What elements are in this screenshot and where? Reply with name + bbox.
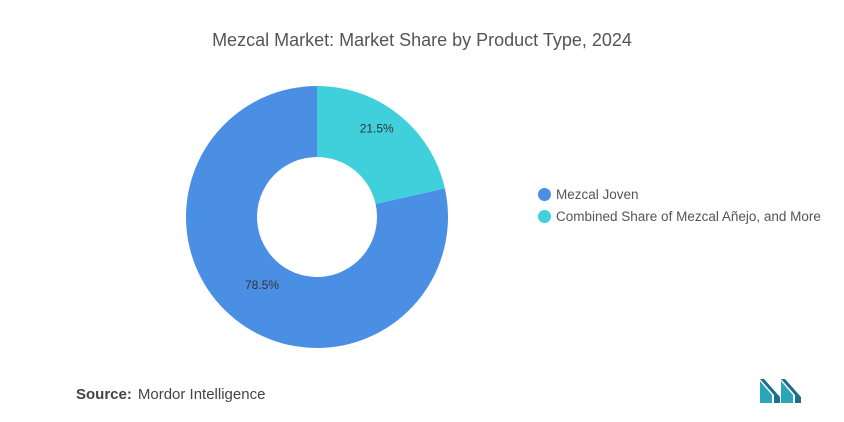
source-text: Mordor Intelligence	[137, 386, 266, 403]
legend-label-mezcal-joven: Mezcal Joven	[556, 186, 639, 202]
slice-mezcal-joven[interactable]	[185, 86, 449, 349]
data-label-combined-share: 21.5%	[360, 121, 394, 135]
legend-item-combined-share[interactable]: Combined Share of Mezcal Añejo, and More	[538, 205, 821, 227]
source-note: Source: Mordor Intelligence	[76, 386, 265, 403]
data-label-mezcal-joven: 78.5%	[245, 278, 279, 292]
chart-title: Mezcal Market: Market Share by Product T…	[212, 30, 632, 50]
slice-combined-share[interactable]	[317, 86, 445, 204]
chart-legend: Mezcal Joven Combined Share of Mezcal Añ…	[538, 183, 821, 227]
legend-item-mezcal-joven[interactable]: Mezcal Joven	[538, 183, 821, 205]
legend-swatch-mezcal-joven	[538, 187, 551, 201]
mordor-intelligence-logo-icon	[760, 379, 801, 403]
source-label: Source:	[76, 386, 132, 403]
legend-label-combined-share: Combined Share of Mezcal Añejo, and More	[556, 208, 821, 224]
legend-swatch-combined-share	[538, 209, 551, 223]
